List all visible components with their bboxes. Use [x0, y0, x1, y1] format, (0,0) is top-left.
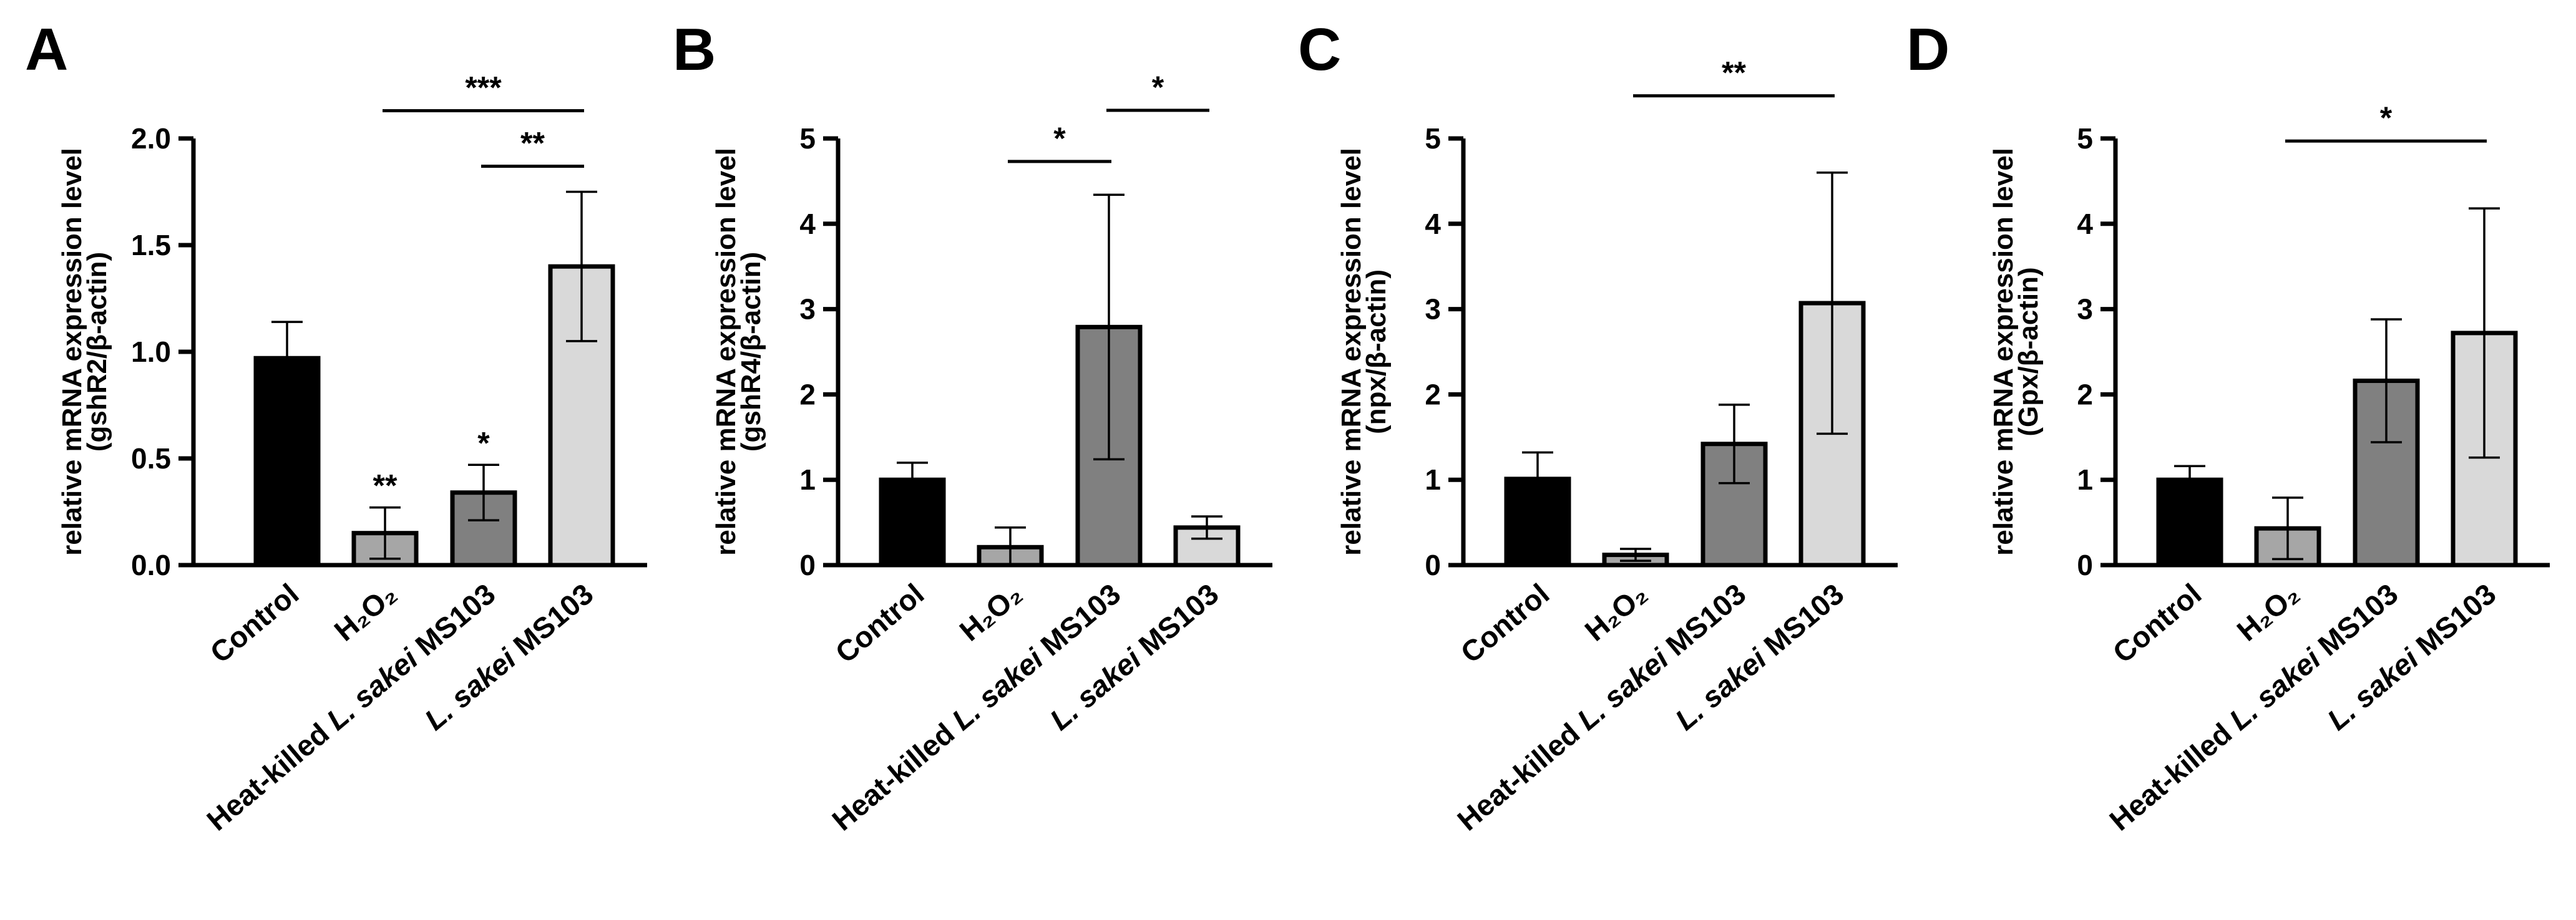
- y-axis-label: relative mRNA expression level: [1336, 148, 1367, 556]
- y-axis-label-units: (npx/β-actin): [1361, 269, 1392, 434]
- y-tick-label: 1: [2077, 463, 2093, 496]
- y-axis-label-units: (Gpx/β-actin): [2013, 267, 2044, 436]
- y-tick-label: 5: [1425, 122, 1441, 155]
- x-category-species: L. sakei: [2223, 642, 2327, 737]
- y-tick-label: 0.5: [131, 442, 171, 475]
- y-tick-label: 3: [1425, 293, 1441, 326]
- y-tick-label: 1: [1425, 463, 1441, 496]
- x-category-text: H₂O₂: [2230, 577, 2305, 647]
- y-tick-label: 1.0: [131, 336, 171, 368]
- y-axis-label-units: (gshR4/β-actin): [736, 252, 766, 452]
- bar: [2156, 477, 2223, 568]
- y-tick-label: 0: [1425, 549, 1441, 581]
- panel-letter: C: [1298, 16, 1341, 83]
- comparison-significance: *: [1053, 121, 1066, 156]
- y-tick-label: 4: [2077, 208, 2093, 240]
- x-category-text: Control: [1454, 577, 1555, 669]
- comparison-significance: **: [520, 125, 545, 160]
- panel-letter: A: [25, 16, 68, 83]
- x-category-text: Heat-killed: [826, 711, 967, 837]
- x-category-label: L. sakei MS103: [1043, 577, 1224, 737]
- x-category-strain: MS103: [2403, 577, 2502, 667]
- x-category-label: L. sakei MS103: [1669, 577, 1850, 737]
- bar-significance: *: [477, 425, 490, 460]
- x-category-text: Control: [203, 577, 305, 669]
- x-category-text: H₂O₂: [328, 577, 402, 647]
- x-category-label: H₂O₂: [1578, 577, 1653, 647]
- x-category-species: L. sakei: [1571, 642, 1675, 737]
- y-axis-label: relative mRNA expression level: [1988, 148, 2019, 556]
- y-tick-label: 4: [1425, 208, 1441, 240]
- x-category-text: Heat-killed: [2103, 711, 2244, 837]
- x-category-label: Control: [829, 577, 930, 669]
- panel-letter: D: [1906, 16, 1949, 83]
- x-category-label: H₂O₂: [328, 577, 402, 647]
- y-tick-label: 2: [799, 378, 816, 410]
- comparison-significance: *: [2380, 100, 2393, 135]
- y-tick-label: 4: [799, 208, 816, 240]
- y-axis-label-units: (gshR2/β-actin): [82, 252, 112, 452]
- bar: [1504, 477, 1571, 568]
- x-category-label: H₂O₂: [2230, 577, 2305, 647]
- bar: [253, 356, 321, 568]
- y-tick-label: 1: [799, 463, 816, 496]
- x-category-species: L. sakei: [945, 642, 1050, 737]
- bar: [879, 477, 946, 568]
- x-category-text: H₂O₂: [1578, 577, 1653, 647]
- comparison-significance: *: [1152, 70, 1164, 105]
- y-tick-label: 2: [1425, 378, 1441, 410]
- y-tick-label: 3: [2077, 293, 2093, 326]
- y-tick-label: 1.5: [131, 229, 171, 261]
- x-category-label: H₂O₂: [953, 577, 1028, 647]
- x-category-text: Heat-killed: [200, 711, 341, 837]
- y-tick-label: 5: [799, 122, 816, 155]
- x-category-label: Control: [1454, 577, 1555, 669]
- y-axis-label: relative mRNA expression level: [57, 148, 87, 556]
- y-tick-label: 0: [799, 549, 816, 581]
- x-category-species: L. sakei: [320, 642, 424, 737]
- x-category-label: Control: [203, 577, 305, 669]
- comparison-significance: **: [1722, 56, 1746, 90]
- panel-letter: B: [673, 16, 716, 83]
- x-category-text: Control: [2106, 577, 2207, 669]
- x-category-strain: MS103: [1751, 577, 1850, 667]
- y-tick-label: 0.0: [131, 549, 171, 581]
- y-tick-label: 2.0: [131, 122, 171, 155]
- x-category-strain: MS103: [500, 577, 599, 667]
- bar-significance: **: [373, 468, 398, 503]
- x-category-strain: MS103: [1126, 577, 1224, 667]
- x-category-text: H₂O₂: [953, 577, 1028, 647]
- x-category-label: L. sakei MS103: [418, 577, 599, 737]
- y-tick-label: 5: [2077, 122, 2093, 155]
- y-axis-label: relative mRNA expression level: [711, 148, 741, 556]
- x-category-label: L. sakei MS103: [2321, 577, 2502, 737]
- y-tick-label: 0: [2077, 549, 2093, 581]
- x-category-text: Control: [829, 577, 930, 669]
- comparison-significance: ***: [465, 70, 502, 105]
- y-tick-label: 3: [799, 293, 816, 326]
- y-tick-label: 2: [2077, 378, 2093, 410]
- x-category-label: Control: [2106, 577, 2207, 669]
- x-category-text: Heat-killed: [1451, 711, 1592, 837]
